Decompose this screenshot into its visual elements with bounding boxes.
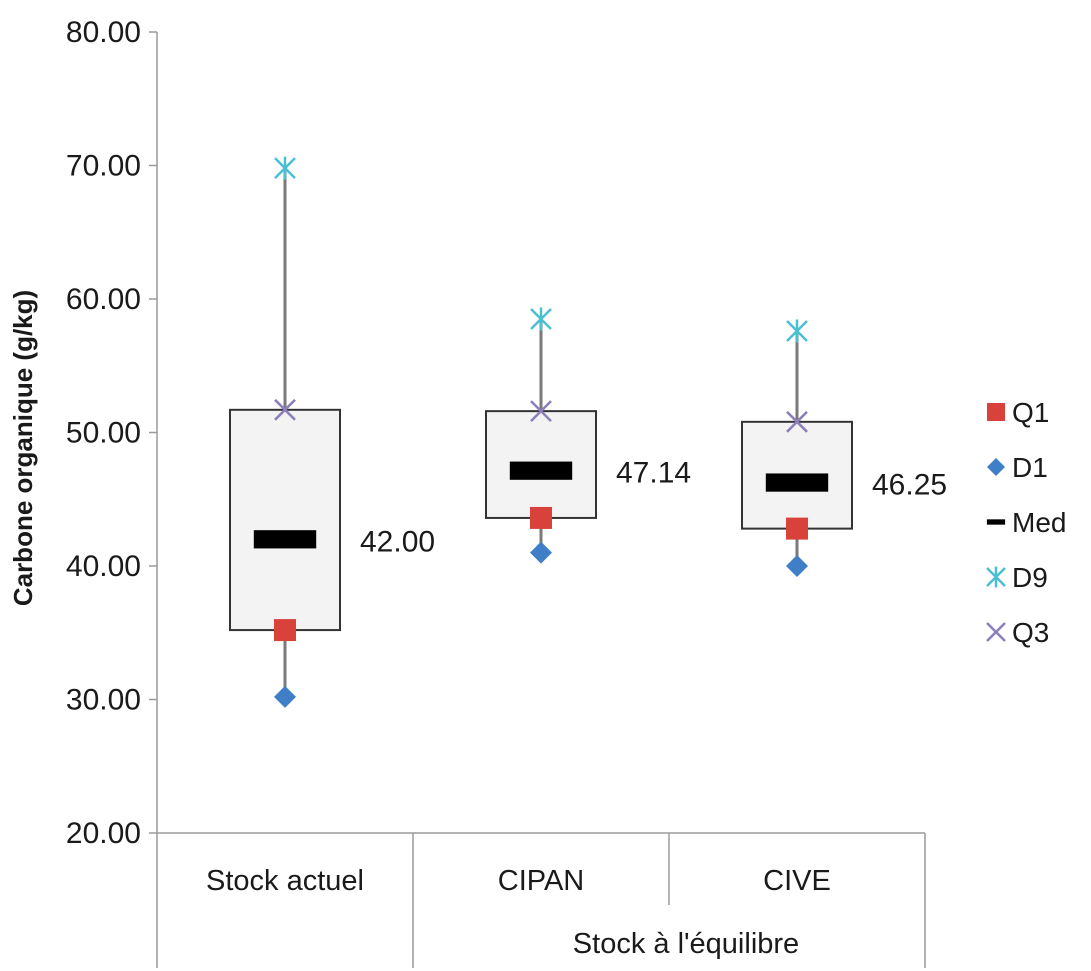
legend-label: Q3 bbox=[1012, 617, 1049, 648]
d1-marker bbox=[274, 685, 296, 708]
y-tick-label: 70.00 bbox=[66, 150, 141, 183]
legend-marker bbox=[987, 458, 1005, 476]
legend: Q1 D1 Med D9 Q3 bbox=[986, 397, 1066, 648]
legend-item: D9 bbox=[986, 562, 1048, 593]
d1-marker bbox=[530, 541, 552, 564]
median-marker bbox=[509, 461, 573, 480]
y-tick-label: 60.00 bbox=[66, 283, 141, 316]
d9-marker bbox=[786, 319, 808, 343]
q1-marker bbox=[274, 619, 296, 642]
y-tick-label: 50.00 bbox=[66, 417, 141, 450]
x-category-label: Stock actuel bbox=[206, 865, 364, 897]
legend-marker bbox=[986, 519, 1006, 525]
legend-label: D1 bbox=[1012, 452, 1048, 483]
median-data-label: 47.14 bbox=[616, 457, 691, 490]
legend-label: D9 bbox=[1012, 562, 1048, 593]
y-tick-label: 40.00 bbox=[66, 550, 141, 583]
group-label: Stock à l'équilibre bbox=[573, 928, 799, 960]
legend-item: Q3 bbox=[986, 617, 1049, 648]
d9-marker bbox=[274, 156, 296, 180]
legend-marker bbox=[986, 622, 1006, 642]
y-tick-label: 20.00 bbox=[66, 817, 141, 850]
d1-marker bbox=[786, 555, 808, 577]
box-group: 46.25 bbox=[741, 319, 947, 577]
x-category-label: CIPAN bbox=[498, 865, 584, 897]
d9-marker bbox=[530, 307, 552, 331]
q1-marker bbox=[530, 506, 552, 529]
legend-item: Med bbox=[986, 507, 1066, 538]
x-category-label: CIVE bbox=[763, 865, 831, 897]
legend-marker bbox=[986, 566, 1006, 588]
legend-item: Q1 bbox=[987, 397, 1049, 428]
box bbox=[229, 408, 341, 632]
median-data-label: 42.00 bbox=[360, 525, 435, 558]
median-marker bbox=[253, 530, 317, 549]
boxes: 42.00 47.14 46.25 bbox=[229, 156, 947, 708]
median-marker bbox=[765, 473, 829, 492]
legend-item: D1 bbox=[987, 452, 1048, 483]
y-axis-title: Carbone organique (g/kg) bbox=[8, 290, 38, 606]
q1-marker bbox=[786, 517, 808, 540]
y-tick-label: 30.00 bbox=[66, 684, 141, 717]
legend-label: Med bbox=[1012, 507, 1066, 538]
box-group: 42.00 bbox=[229, 156, 435, 708]
box-group: 47.14 bbox=[485, 307, 691, 564]
y-tick-label: 80.00 bbox=[66, 16, 141, 49]
axes: 20.00 30.00 40.00 50.00 60.00 70.00 80.00 Stock… bbox=[66, 16, 926, 968]
median-data-label: 46.25 bbox=[872, 469, 947, 502]
q3-marker bbox=[786, 410, 808, 433]
legend-marker bbox=[987, 403, 1005, 421]
legend-label: Q1 bbox=[1012, 397, 1049, 428]
q3-marker bbox=[274, 398, 296, 421]
q3-marker bbox=[530, 400, 552, 423]
